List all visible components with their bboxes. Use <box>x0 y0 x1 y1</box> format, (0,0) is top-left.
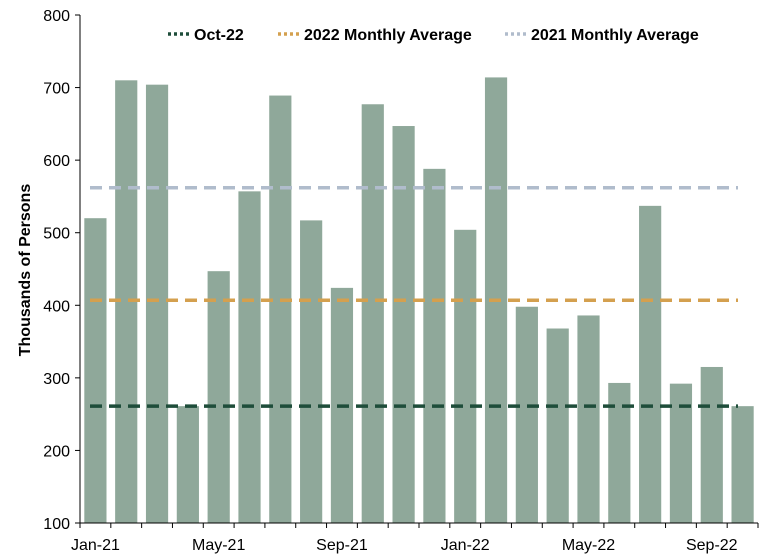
axes-layer <box>75 14 759 528</box>
x-tick-label: May-22 <box>562 537 615 554</box>
y-tick-labels: 100 200 300 400 500 600 700 800 <box>43 8 70 533</box>
x-tick-label: Jan-22 <box>441 537 490 554</box>
bar-oct-21 <box>361 104 384 523</box>
bar-apr-22 <box>546 328 569 523</box>
y-tick-label: 200 <box>43 443 70 460</box>
bar-nov-21 <box>392 126 415 523</box>
bar-jul-22 <box>639 205 662 524</box>
y-tick-label: 300 <box>43 371 70 388</box>
bar-jan-22 <box>454 229 477 523</box>
legend: Oct-22 2022 Monthly Average 2021 Monthly A… <box>168 27 699 44</box>
bar-may-21 <box>207 271 230 523</box>
reference-lines-layer <box>90 185 738 408</box>
y-tick-label: 800 <box>43 8 70 25</box>
bar-jan-21 <box>84 218 107 523</box>
bar-aug-22 <box>669 383 693 523</box>
y-tick-label: 600 <box>43 153 70 170</box>
legend-label: 2021 Monthly Average <box>531 27 699 44</box>
y-tick-label: 400 <box>43 298 70 315</box>
legend-label: Oct-22 <box>194 27 244 44</box>
bar-jul-21 <box>269 95 292 524</box>
y-axis-title: Thousands of Persons <box>17 184 34 357</box>
bar-jun-21 <box>238 191 261 523</box>
bar-sep-22 <box>700 366 723 523</box>
bar-jun-22 <box>608 382 631 523</box>
legend-label: 2022 Monthly Average <box>304 27 472 44</box>
bar-oct-22 <box>731 406 754 523</box>
y-tick-label: 100 <box>43 516 70 533</box>
bar-mar-22 <box>515 306 538 523</box>
x-tick-label: Jan-21 <box>71 537 120 554</box>
bar-mar-21 <box>145 84 169 524</box>
bar-apr-21 <box>176 406 199 523</box>
bar-aug-21 <box>300 220 323 523</box>
bar-dec-21 <box>423 168 446 523</box>
x-tick-label: Sep-21 <box>316 537 368 554</box>
y-tick-label: 700 <box>43 81 70 98</box>
y-tick-label: 500 <box>43 226 70 243</box>
bar-feb-21 <box>115 80 138 523</box>
x-tick-labels: Jan-21 May-21 Sep-21 Jan-22 May-22 Sep-22 <box>71 537 738 554</box>
x-tick-label: May-21 <box>192 537 245 554</box>
bar-may-22 <box>577 315 600 523</box>
x-tick-label: Sep-22 <box>686 537 738 554</box>
